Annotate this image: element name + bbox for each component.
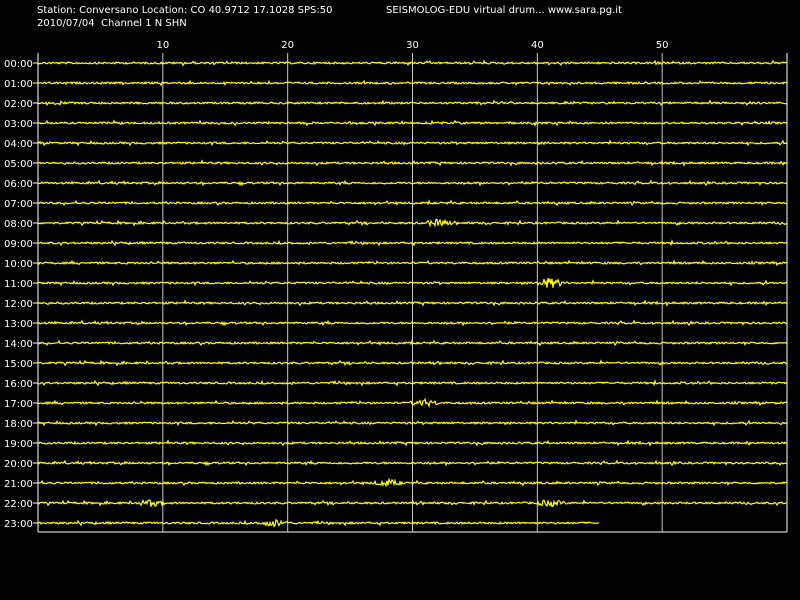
hour-label: 05:00 [4, 159, 33, 170]
trace-08-00 [37, 218, 788, 228]
trace-16-00 [37, 379, 788, 387]
trace-09-00 [37, 239, 788, 247]
trace-10-00 [37, 259, 788, 267]
trace-13-00 [37, 319, 788, 327]
x-tick-label: 20 [281, 40, 294, 51]
hour-label: 15:00 [4, 359, 33, 370]
trace-18-00 [37, 419, 788, 427]
hour-label: 04:00 [4, 139, 33, 150]
hour-label: 08:00 [4, 219, 33, 230]
hour-label: 09:00 [4, 239, 33, 250]
grid-layer [33, 53, 788, 533]
trace-layer [37, 59, 788, 528]
hour-label: 19:00 [4, 439, 33, 450]
trace-15-00 [37, 359, 788, 367]
trace-19-00 [37, 439, 788, 447]
hour-label: 21:00 [4, 479, 33, 490]
hour-label: 16:00 [4, 379, 33, 390]
station-info: Station: Conversano Location: CO 40.9712… [37, 5, 333, 16]
trace-00-00 [37, 59, 788, 67]
trace-14-00 [37, 339, 788, 347]
trace-23-00 [37, 519, 600, 528]
label-layer: 10 20 30 40 50 00:00 01:00 02:00 03:00 04:00 05:00… [4, 40, 669, 530]
hour-label: 20:00 [4, 459, 33, 470]
x-tick-label: 10 [156, 40, 169, 51]
hour-label: 23:00 [4, 519, 33, 530]
trace-21-00 [37, 477, 788, 488]
hour-label: 11:00 [4, 279, 33, 290]
trace-01-00 [37, 79, 788, 87]
trace-04-00 [37, 139, 788, 147]
hour-label: 06:00 [4, 179, 33, 190]
hour-label: 17:00 [4, 399, 33, 410]
hour-label: 03:00 [4, 119, 33, 130]
x-tick-label: 40 [531, 40, 544, 51]
trace-17-00 [37, 397, 788, 409]
trace-05-00 [37, 159, 788, 167]
hour-label: 02:00 [4, 99, 33, 110]
hour-label: 01:00 [4, 79, 33, 90]
trace-11-00 [37, 277, 788, 288]
hour-label: 13:00 [4, 319, 33, 330]
hour-label: 12:00 [4, 299, 33, 310]
x-tick-label: 30 [406, 40, 419, 51]
hour-label: 10:00 [4, 259, 33, 270]
hour-label: 18:00 [4, 419, 33, 430]
hour-label: 22:00 [4, 499, 33, 510]
trace-06-00 [37, 179, 788, 187]
trace-07-00 [37, 199, 788, 207]
date-channel-info: 2010/07/04 Channel 1 N SHN [37, 18, 187, 29]
trace-12-00 [37, 299, 788, 307]
trace-03-00 [37, 119, 788, 127]
trace-22-00 [37, 498, 788, 508]
hour-label: 07:00 [4, 199, 33, 210]
x-tick-label: 50 [656, 40, 669, 51]
trace-20-00 [37, 459, 788, 467]
app-title: SEISMOLOG-EDU virtual drum... www.sara.p… [386, 5, 622, 16]
hour-label: 00:00 [4, 59, 33, 70]
hour-label: 14:00 [4, 339, 33, 350]
trace-02-00 [37, 99, 788, 107]
